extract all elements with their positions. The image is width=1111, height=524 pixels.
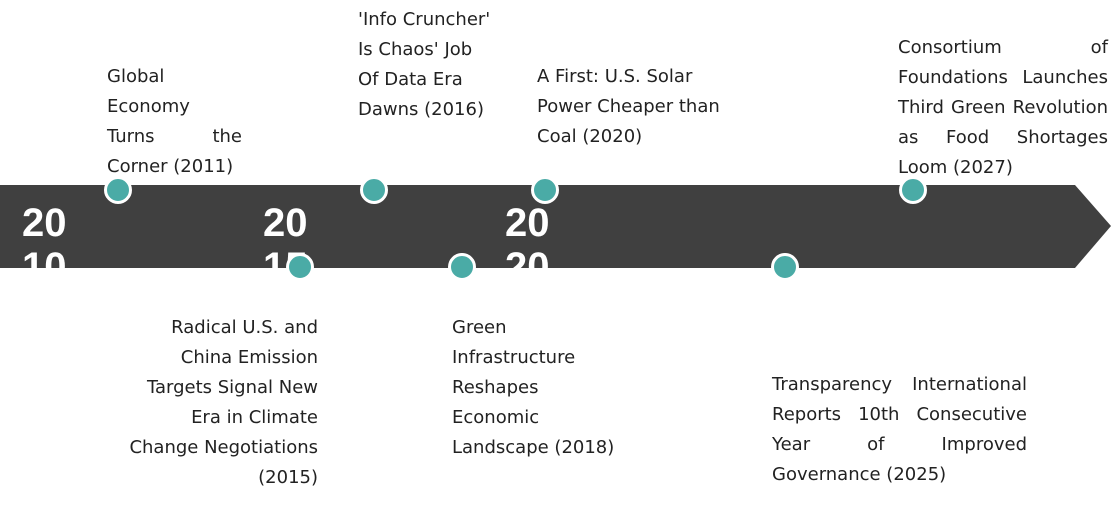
event-dot xyxy=(104,176,132,204)
event-dot xyxy=(771,253,799,281)
event-label: Green Infrastructure Reshapes Economic L… xyxy=(452,317,615,458)
event-label: Transparency International Reports 10th … xyxy=(772,374,1027,485)
year-label: 2020 xyxy=(505,201,550,268)
event-dot xyxy=(286,253,314,281)
year-label: 2010 xyxy=(22,201,67,268)
event-label: A First: U.S. Solar Power Cheaper than C… xyxy=(537,66,720,147)
event-label: Global Economy Turns the Corner (2011) xyxy=(107,66,242,177)
event-dot xyxy=(448,253,476,281)
arrow-band xyxy=(0,185,1111,268)
event-dot xyxy=(899,176,927,204)
event-label: 'Info Cruncher' Is Chaos' Job Of Data Er… xyxy=(358,9,491,120)
event-label: Radical U.S. and China Emission Targets … xyxy=(129,317,318,488)
event-dot xyxy=(531,176,559,204)
event-dot xyxy=(360,176,388,204)
year-strip: 2010 2015 2020 xyxy=(0,185,1111,268)
event-label: Consortium of Foundations Launches Third… xyxy=(898,37,1108,178)
